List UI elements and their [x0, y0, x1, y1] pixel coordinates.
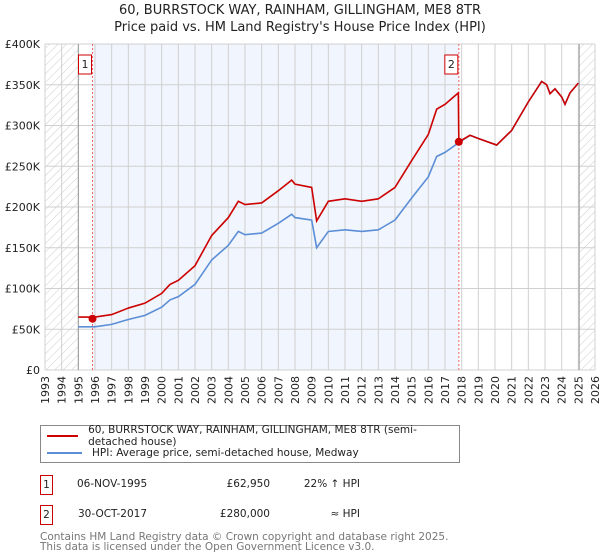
- x-tick-label: 2019: [472, 376, 485, 404]
- legend-swatch-red: [47, 435, 79, 437]
- plot-area: 1993 1994 1995 1996 1997 1998 1999 2000 2001 2002…: [5, 38, 600, 404]
- sale-label: 1: [82, 58, 89, 71]
- x-tick-label: 2020: [489, 376, 502, 404]
- y-tick-label: £250K: [5, 160, 41, 173]
- x-tick-label: 2026: [589, 376, 600, 404]
- x-tick-label: 2018: [456, 376, 469, 404]
- x-tick-label: 1995: [72, 376, 85, 404]
- x-tick-label: 2024: [556, 376, 569, 404]
- footer-licence: This data is licensed under the Open Gov…: [40, 541, 375, 553]
- transaction-hpi: ≈ HPI: [330, 508, 360, 520]
- x-tick-label: 2009: [306, 376, 319, 404]
- x-tick-label: 2025: [572, 376, 585, 404]
- sale-label: 2: [448, 58, 455, 71]
- x-tick-label: 2001: [172, 376, 185, 404]
- sale-point: [88, 314, 97, 323]
- transaction-price: £280,000: [219, 508, 270, 520]
- legend-item-property: 60, BURRSTOCK WAY, RAINHAM, GILLINGHAM, …: [47, 424, 459, 448]
- y-tick-label: £400K: [5, 38, 41, 51]
- x-tick-label: 1999: [139, 376, 152, 404]
- y-tick-label: £50K: [12, 323, 41, 336]
- x-tick-label: 1994: [56, 376, 69, 404]
- footer-copyright: Contains HM Land Registry data © Crown c…: [40, 531, 449, 543]
- chart-title: 60, BURRSTOCK WAY, RAINHAM, GILLINGHAM, …: [118, 3, 482, 18]
- x-tick-label: 2017: [439, 376, 452, 404]
- sale-label-box: [78, 54, 92, 75]
- x-tick-label: 2014: [389, 376, 402, 404]
- x-tick-label: 1997: [106, 376, 119, 404]
- y-tick-label: £200K: [5, 201, 41, 214]
- x-tick-label: 2011: [339, 376, 352, 404]
- legend-swatch-blue: [47, 452, 82, 454]
- x-tick-label: 2008: [289, 376, 302, 404]
- x-tick-label: 2007: [272, 376, 285, 404]
- transaction-hpi: 22% ↑ HPI: [303, 478, 360, 490]
- x-tick-label: 2003: [206, 376, 219, 404]
- x-tick-label: 2012: [356, 376, 369, 404]
- x-tick-label: 2005: [239, 376, 252, 404]
- x-tick-label: 1998: [122, 376, 135, 404]
- y-tick-label: £300K: [5, 120, 41, 133]
- x-tick-label: 2016: [422, 376, 435, 404]
- legend-label: 60, BURRSTOCK WAY, RAINHAM, GILLINGHAM, …: [88, 424, 417, 448]
- transaction-row: 2 30-OCT-2017 £280,000 ≈ HPI: [40, 505, 440, 525]
- legend: 60, BURRSTOCK WAY, RAINHAM, GILLINGHAM, …: [40, 424, 460, 463]
- transaction-row: 1 06-NOV-1995 £62,950 22% ↑ HPI: [40, 475, 440, 495]
- chart-subtitle: Price paid vs. HM Land Registry's House …: [114, 20, 486, 35]
- x-tick-label: 2004: [222, 376, 235, 404]
- transaction-marker: 1: [40, 475, 53, 495]
- x-tick-label: 2021: [506, 376, 519, 404]
- transaction-date: 06-NOV-1995: [77, 478, 148, 490]
- x-tick-label: 1993: [39, 376, 52, 404]
- y-tick-label: £150K: [5, 242, 41, 255]
- transaction-price: £62,950: [226, 478, 270, 490]
- legend-label: HPI: Average price, semi-detached house,…: [92, 447, 359, 459]
- legend-item-hpi: HPI: Average price, semi-detached house,…: [47, 445, 359, 461]
- transaction-marker: 2: [40, 505, 53, 525]
- sale-label-box: [444, 54, 459, 75]
- x-tick-label: 2013: [372, 376, 385, 404]
- x-tick-label: 2010: [322, 376, 335, 404]
- sale-point: [454, 137, 463, 146]
- x-tick-label: 2002: [189, 376, 202, 404]
- transaction-date: 30-OCT-2017: [78, 508, 147, 520]
- x-tick-label: 1996: [89, 376, 102, 404]
- y-tick-label: £100K: [5, 283, 41, 296]
- x-tick-label: 2015: [406, 376, 419, 404]
- y-tick-label: £0: [26, 364, 40, 377]
- x-tick-label: 2006: [256, 376, 269, 404]
- property-series-line: [78, 80, 579, 318]
- x-tick-label: 2022: [522, 376, 535, 404]
- x-tick-label: 2000: [156, 376, 169, 404]
- y-tick-label: £350K: [5, 79, 41, 92]
- x-tick-label: 2023: [539, 376, 552, 404]
